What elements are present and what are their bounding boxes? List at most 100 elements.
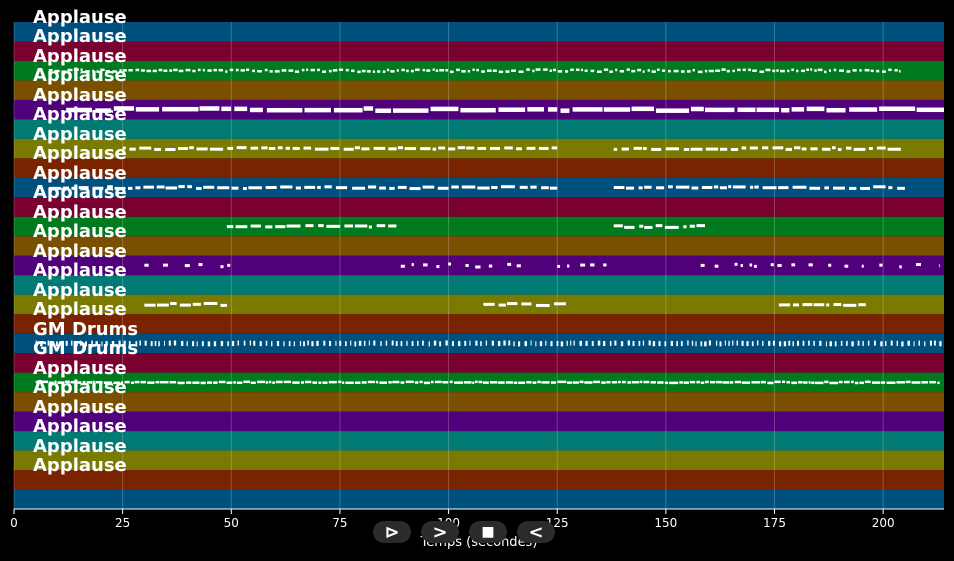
midi-note xyxy=(778,303,791,307)
midi-note xyxy=(851,341,854,347)
track-label: Applause xyxy=(33,182,127,204)
midi-note xyxy=(791,263,796,267)
midi-note xyxy=(652,341,656,347)
midi-note xyxy=(526,146,536,150)
x-tick-label: 25 xyxy=(115,516,131,530)
midi-note xyxy=(772,69,776,73)
midi-note xyxy=(788,340,791,346)
midi-note xyxy=(521,302,532,306)
midi-note xyxy=(203,185,215,189)
midi-note xyxy=(549,69,552,72)
midi-note xyxy=(386,68,390,72)
track-label: Applause xyxy=(33,455,127,477)
midi-note xyxy=(343,147,354,151)
midi-note xyxy=(867,340,870,346)
midi-note xyxy=(853,147,866,151)
midi-note xyxy=(328,380,337,384)
midi-note xyxy=(450,70,454,74)
midi-note xyxy=(231,186,239,190)
midi-note xyxy=(524,341,528,347)
midi-note xyxy=(532,381,537,384)
midi-note xyxy=(445,340,448,346)
midi-note xyxy=(854,381,859,385)
midi-note xyxy=(683,225,687,229)
midi-note xyxy=(335,340,337,346)
midi-note xyxy=(476,68,479,72)
midi-note xyxy=(876,146,886,150)
midi-note xyxy=(113,381,121,385)
midi-note xyxy=(448,262,452,266)
midi-note xyxy=(886,381,896,385)
midi-note xyxy=(77,381,82,384)
midi-note xyxy=(762,186,777,190)
midi-note xyxy=(335,186,348,190)
midi-note xyxy=(644,185,652,189)
stop-button[interactable]: ■ xyxy=(469,521,507,543)
midi-note xyxy=(874,340,876,346)
midi-note xyxy=(268,380,272,384)
midi-note xyxy=(186,341,188,347)
midi-note xyxy=(603,263,607,267)
midi-note xyxy=(426,69,431,72)
midi-note xyxy=(590,263,595,267)
midi-note xyxy=(817,68,823,72)
midi-note xyxy=(491,340,494,346)
midi-note xyxy=(458,341,461,347)
back-button[interactable]: < xyxy=(517,521,555,543)
midi-note xyxy=(135,341,138,347)
x-tick-label: 200 xyxy=(871,516,895,530)
midi-note xyxy=(728,340,730,346)
midi-note xyxy=(213,68,217,72)
midi-note xyxy=(91,340,93,346)
midi-note xyxy=(692,68,695,72)
midi-note xyxy=(249,340,252,346)
midi-note xyxy=(47,340,50,346)
play-button[interactable]: ⊳ xyxy=(373,521,411,543)
midi-note xyxy=(457,146,466,150)
midi-note xyxy=(253,340,256,346)
midi-note xyxy=(411,263,414,267)
midi-note xyxy=(366,70,371,73)
midi-note xyxy=(397,146,404,150)
stop-icon: ■ xyxy=(481,524,495,540)
track-lane xyxy=(14,60,944,81)
x-tick-label: 50 xyxy=(223,516,239,530)
midi-note xyxy=(792,185,807,189)
midi-note xyxy=(689,380,696,384)
midi-note xyxy=(643,380,650,384)
forward-button[interactable]: > xyxy=(421,521,459,543)
midi-note xyxy=(846,70,851,73)
midi-note xyxy=(417,340,419,346)
midi-note xyxy=(530,340,532,346)
midi-note xyxy=(213,381,218,384)
track-lane xyxy=(14,119,944,139)
midi-note xyxy=(620,341,624,347)
midi-note xyxy=(250,381,256,385)
midi-note xyxy=(128,341,131,347)
midi-note xyxy=(491,185,498,189)
midi-note xyxy=(154,340,157,346)
midi-note xyxy=(112,70,117,73)
midi-note xyxy=(422,185,435,189)
midi-note xyxy=(275,225,286,229)
midi-note xyxy=(134,380,140,384)
midi-note xyxy=(280,185,293,189)
midi-note xyxy=(736,340,738,346)
midi-note xyxy=(632,340,635,346)
midi-note xyxy=(650,381,656,384)
midi-note xyxy=(304,107,331,113)
midi-note xyxy=(70,380,77,384)
midi-note xyxy=(271,341,273,347)
midi-note xyxy=(339,340,342,346)
midi-note xyxy=(505,70,510,73)
midi-note xyxy=(173,68,178,72)
midi-note xyxy=(626,68,630,71)
midi-note xyxy=(566,340,568,346)
track-label: Applause xyxy=(33,65,127,87)
midi-note xyxy=(61,340,64,346)
track-label: Applause xyxy=(33,299,127,321)
midi-note xyxy=(146,69,151,73)
midi-note xyxy=(51,341,53,347)
midi-note xyxy=(432,68,435,71)
midi-note xyxy=(741,146,747,150)
